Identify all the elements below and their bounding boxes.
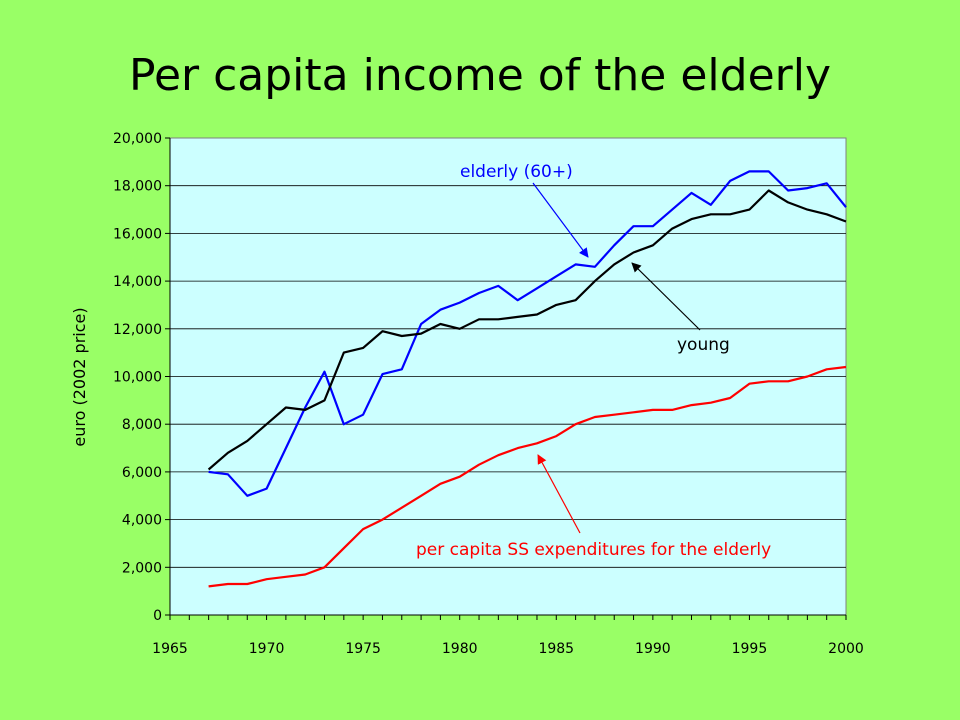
series-line-young xyxy=(207,189,847,471)
x-tick-label: 1980 xyxy=(442,641,478,657)
y-tick-label: 12,000 xyxy=(113,322,162,338)
annotation-elderly: elderly (60+) xyxy=(460,162,573,182)
annotation-young: young xyxy=(677,335,730,355)
axes xyxy=(165,137,847,620)
y-tick-label: 10,000 xyxy=(113,370,162,386)
y-tick-label: 18,000 xyxy=(113,179,162,195)
series-lines xyxy=(207,170,847,588)
y-tick-label: 8,000 xyxy=(122,417,162,433)
x-tick-label: 1990 xyxy=(635,641,671,657)
x-tick-label: 1965 xyxy=(152,641,188,657)
y-tick-labels: 0 2,000 4,000 6,000 8,000 10,000 12,000 14,000 1… xyxy=(113,131,162,624)
x-tick-labels: 1965 1970 1975 1980 1985 1990 1995 2000 xyxy=(152,641,864,657)
x-tick-label: 2000 xyxy=(828,641,864,657)
y-tick-label: 16,000 xyxy=(113,226,162,242)
x-tick-label: 1970 xyxy=(249,641,285,657)
series-line-elderly xyxy=(208,170,847,497)
y-tick-label: 0 xyxy=(153,608,162,624)
series-line-ss-expenditures xyxy=(208,365,847,588)
y-tick-label: 2,000 xyxy=(122,560,162,576)
annotation-arrow-ss-expenditures xyxy=(537,454,581,534)
gridlines xyxy=(170,185,846,568)
x-tick-label: 1995 xyxy=(732,641,768,657)
y-tick-label: 4,000 xyxy=(122,513,162,529)
slide-title: Per capita income of the elderly xyxy=(128,50,831,101)
annotation-ss-expenditures: per capita SS expenditures for the elder… xyxy=(416,540,771,560)
y-tick-label: 14,000 xyxy=(113,274,162,290)
annotation-arrow-elderly xyxy=(532,182,589,258)
y-tick-label: 20,000 xyxy=(113,131,162,147)
x-tick-label: 1975 xyxy=(345,641,381,657)
annotation-arrow-young xyxy=(631,262,701,331)
y-tick-label: 6,000 xyxy=(122,465,162,481)
x-tick-label: 1985 xyxy=(538,641,574,657)
y-axis-label: euro (2002 price) xyxy=(70,307,89,446)
